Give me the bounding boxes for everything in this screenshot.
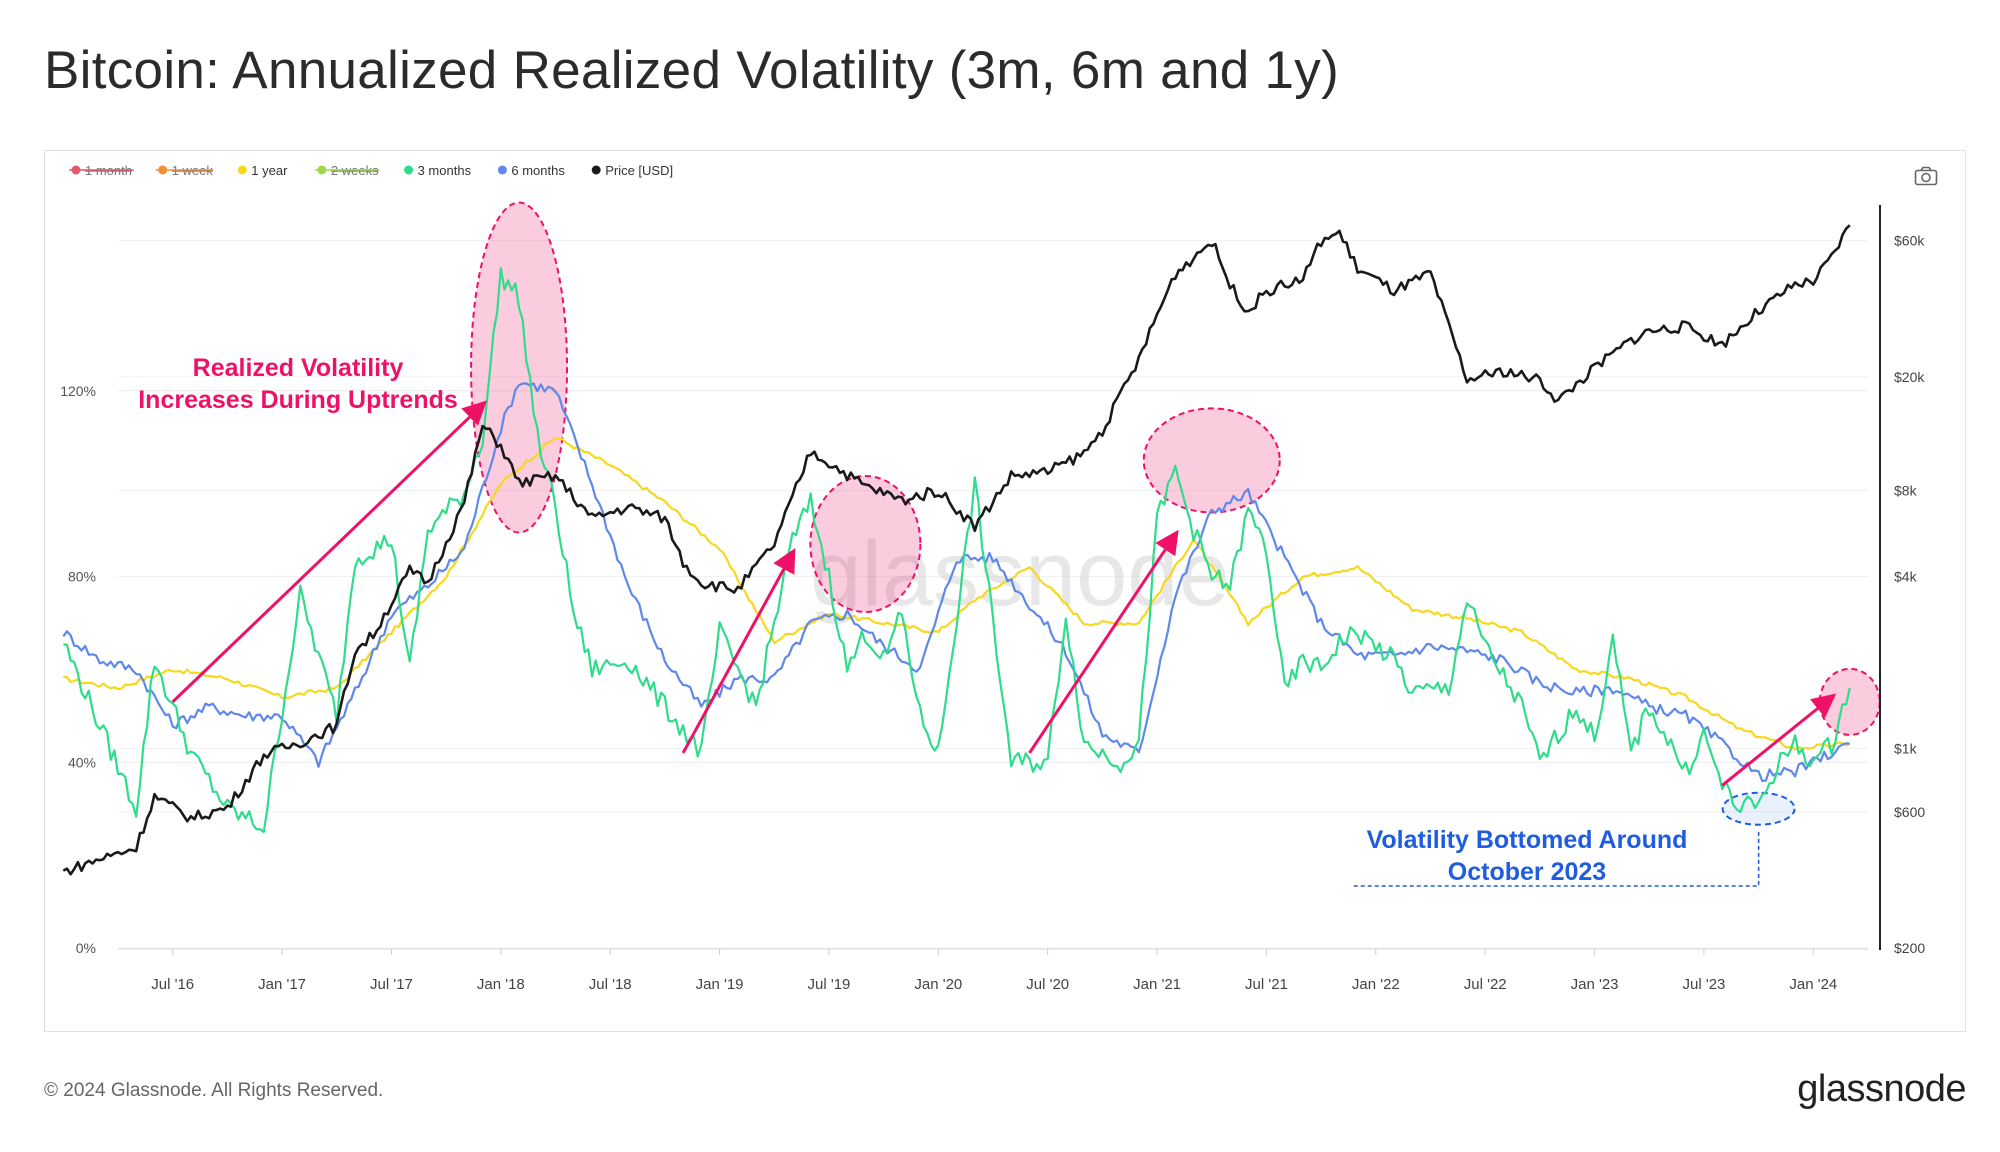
annotation-bottomed: October 2023 xyxy=(1448,858,1606,886)
y-right-tick-label: $1k xyxy=(1894,740,1918,756)
footer-brand-logo: glassnode xyxy=(1797,1068,1966,1110)
legend-item[interactable]: Price [USD] xyxy=(591,163,673,178)
series-line-3-months xyxy=(63,267,1851,834)
y-right-tick-label: $60k xyxy=(1894,233,1925,249)
y-right-tick-label: $4k xyxy=(1894,569,1918,585)
legend-label: 3 months xyxy=(418,163,472,178)
y-right-tick-label: $600 xyxy=(1894,804,1925,820)
x-tick-label: Jan '24 xyxy=(1789,976,1837,993)
annotation-uptrends: Increases During Uptrends xyxy=(138,386,458,414)
legend-item[interactable]: 1 year xyxy=(237,163,288,178)
x-tick-label: Jul '19 xyxy=(807,976,850,993)
y-left-tick-label: 0% xyxy=(76,940,96,956)
bottom-leader-line xyxy=(1352,831,1760,887)
highlight-ellipse xyxy=(1142,407,1281,514)
y-right-tick-label: $200 xyxy=(1894,940,1925,956)
x-tick-label: Jan '19 xyxy=(696,976,744,993)
legend-item[interactable]: 6 months xyxy=(497,163,565,178)
legend-dot xyxy=(497,165,507,175)
chart-card xyxy=(44,150,1966,1032)
x-tick-label: Jan '22 xyxy=(1352,976,1400,993)
x-tick-label: Jan '17 xyxy=(258,976,306,993)
legend-dot xyxy=(237,165,247,175)
x-tick-label: Jul '21 xyxy=(1245,976,1288,993)
y-left-tick-label: 120% xyxy=(60,383,96,399)
annotation-bottomed: Volatility Bottomed Around xyxy=(1367,826,1688,854)
legend-dot xyxy=(591,165,601,175)
y-right-tick-label: $8k xyxy=(1894,483,1918,499)
highlight-ellipse-bottom xyxy=(1721,791,1796,826)
y-left-tick-label: 80% xyxy=(68,569,96,585)
highlight-ellipse xyxy=(1818,667,1881,736)
trend-arrow xyxy=(681,548,796,754)
x-tick-label: Jan '20 xyxy=(914,976,962,993)
legend-label: 1 year xyxy=(251,163,288,178)
y-left-tick-label: 40% xyxy=(68,754,96,770)
x-tick-label: Jul '23 xyxy=(1682,976,1725,993)
x-tick-label: Jan '23 xyxy=(1571,976,1619,993)
page-title: Bitcoin: Annualized Realized Volatility … xyxy=(44,41,1340,100)
x-tick-label: Jan '21 xyxy=(1133,976,1181,993)
series-line-price-usd- xyxy=(62,224,1851,876)
trend-arrow xyxy=(171,400,487,703)
trend-arrow xyxy=(1721,693,1837,787)
legend-label: Price [USD] xyxy=(605,163,673,178)
x-tick-label: Jul '22 xyxy=(1464,976,1507,993)
x-tick-label: Jul '18 xyxy=(589,976,632,993)
camera-icon[interactable] xyxy=(1914,166,1938,186)
x-tick-label: Jul '17 xyxy=(370,976,413,993)
footer-copyright: © 2024 Glassnode. All Rights Reserved. xyxy=(44,1080,384,1101)
highlight-ellipse xyxy=(809,474,922,613)
legend-item[interactable]: 1 month xyxy=(69,163,134,178)
x-tick-label: Jul '20 xyxy=(1026,976,1069,993)
y-right-tick-label: $20k xyxy=(1894,369,1925,385)
series-line-6-months xyxy=(62,382,1850,783)
legend-item[interactable]: 3 months xyxy=(404,163,472,178)
x-tick-label: Jan '18 xyxy=(477,976,525,993)
legend-dot xyxy=(404,165,414,175)
legend-label: 6 months xyxy=(511,163,565,178)
annotation-uptrends: Realized Volatility xyxy=(193,354,404,382)
x-tick-label: Jul '16 xyxy=(151,976,194,993)
legend-item[interactable]: 2 weeks xyxy=(314,163,380,178)
legend-item[interactable]: 1 week xyxy=(155,163,214,178)
trend-arrow xyxy=(1028,529,1179,754)
